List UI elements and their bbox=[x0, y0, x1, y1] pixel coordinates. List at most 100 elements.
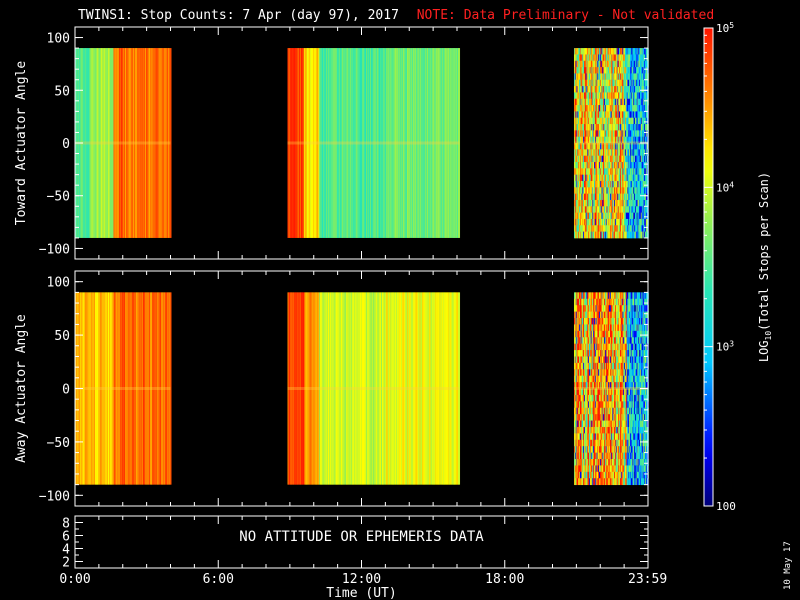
heatmap-stripe bbox=[354, 48, 356, 238]
heatmap-stripe bbox=[119, 292, 121, 485]
heatmap-cell bbox=[576, 225, 578, 232]
heatmap-cell bbox=[579, 187, 582, 195]
heatmap-cell bbox=[599, 117, 601, 125]
heatmap-cell bbox=[625, 155, 628, 163]
heatmap-cell bbox=[593, 439, 595, 447]
heatmap-cell bbox=[578, 478, 580, 486]
heatmap-cell bbox=[609, 343, 612, 351]
heatmap-stripe bbox=[407, 48, 410, 238]
heatmap-stripe bbox=[164, 292, 166, 485]
heatmap-cell bbox=[586, 426, 588, 434]
heatmap-cell bbox=[591, 337, 593, 345]
heatmap-cell bbox=[584, 48, 586, 55]
heatmap-cell bbox=[585, 149, 587, 157]
heatmap-cell bbox=[636, 124, 638, 131]
heatmap-cell bbox=[612, 465, 614, 473]
heatmap-cell bbox=[616, 54, 618, 62]
heatmap-cell bbox=[644, 136, 646, 144]
heatmap-cell bbox=[616, 231, 618, 239]
heatmap-cell bbox=[608, 155, 610, 163]
heatmap-cell bbox=[613, 382, 615, 389]
heatmap-cell bbox=[601, 394, 603, 402]
heatmap-cell bbox=[573, 155, 576, 163]
heatmap-cell bbox=[599, 155, 602, 163]
heatmap-cell bbox=[592, 168, 594, 176]
heatmap-cell bbox=[633, 199, 635, 207]
heatmap-cell bbox=[605, 60, 607, 68]
heatmap-cell bbox=[612, 426, 614, 434]
heatmap-stripe bbox=[418, 48, 420, 238]
heatmap-cell bbox=[599, 388, 602, 396]
heatmap-cell bbox=[634, 206, 636, 213]
heatmap-cell bbox=[584, 350, 586, 357]
heatmap-cell bbox=[607, 394, 609, 402]
heatmap-cell bbox=[579, 362, 581, 370]
heatmap-cell bbox=[628, 218, 630, 226]
heatmap-cell bbox=[585, 407, 587, 415]
heatmap-cell bbox=[591, 420, 593, 428]
heatmap-cell bbox=[576, 67, 578, 74]
heatmap-cell bbox=[576, 420, 578, 428]
heatmap-cell bbox=[641, 54, 643, 62]
heatmap-stripe bbox=[96, 292, 98, 485]
heatmap-cell bbox=[617, 206, 619, 213]
heatmap-stripe bbox=[381, 292, 383, 485]
heatmap-cell bbox=[594, 199, 596, 207]
heatmap-cell bbox=[594, 388, 596, 396]
heatmap-cell bbox=[610, 67, 612, 74]
heatmap-cell bbox=[638, 130, 640, 138]
heatmap-cell bbox=[606, 124, 608, 131]
heatmap-cell bbox=[582, 161, 584, 169]
heatmap-cell bbox=[577, 459, 579, 466]
heatmap-cell bbox=[625, 231, 628, 239]
heatmap-cell bbox=[605, 433, 607, 441]
heatmap-cell bbox=[598, 452, 600, 460]
heatmap-cell bbox=[592, 73, 594, 81]
heatmap-cell bbox=[576, 168, 578, 176]
heatmap-stripe bbox=[345, 48, 348, 238]
heatmap-cell bbox=[595, 180, 597, 188]
heatmap-stripe bbox=[444, 292, 446, 485]
heatmap-cell bbox=[605, 218, 607, 226]
heatmap-cell bbox=[584, 414, 586, 421]
heatmap-cell bbox=[587, 180, 589, 188]
heatmap-cell bbox=[575, 407, 577, 415]
heatmap-cell bbox=[633, 111, 635, 119]
heatmap-stripe bbox=[113, 292, 115, 485]
heatmap-cell bbox=[587, 60, 589, 68]
heatmap-cell bbox=[583, 382, 585, 389]
heatmap-cell bbox=[593, 218, 595, 226]
heatmap-cell bbox=[614, 356, 616, 364]
heatmap-cell bbox=[628, 73, 630, 81]
heatmap-cell bbox=[590, 161, 592, 169]
heatmap-cell bbox=[602, 124, 604, 131]
heatmap-stripe bbox=[437, 292, 440, 485]
heatmap-cell bbox=[622, 149, 624, 157]
heatmap-cell bbox=[599, 433, 601, 441]
heatmap-cell bbox=[589, 180, 591, 188]
heatmap-cell bbox=[585, 401, 587, 409]
heatmap-cell bbox=[614, 382, 617, 389]
heatmap-cell bbox=[606, 356, 608, 364]
heatmap-cell bbox=[587, 136, 589, 144]
heatmap-cell bbox=[589, 478, 592, 486]
heatmap-cell bbox=[600, 401, 602, 409]
heatmap-cell bbox=[645, 218, 648, 226]
heatmap-cell bbox=[635, 180, 638, 188]
heatmap-cell bbox=[583, 369, 585, 377]
heatmap-cell bbox=[597, 394, 599, 402]
heatmap-cell bbox=[616, 343, 618, 351]
heatmap-stripe bbox=[360, 292, 362, 485]
heatmap-cell bbox=[617, 73, 619, 81]
heatmap-cell bbox=[644, 111, 646, 119]
heatmap-stripe bbox=[133, 48, 135, 238]
heatmap-cell bbox=[599, 206, 601, 213]
heatmap-cell bbox=[626, 111, 628, 119]
heatmap-cell bbox=[606, 225, 608, 232]
heatmap-cell bbox=[614, 330, 616, 338]
heatmap-cell bbox=[627, 98, 629, 106]
heatmap-cell bbox=[607, 369, 609, 377]
heatmap-cell bbox=[646, 98, 648, 106]
heatmap-stripe bbox=[299, 292, 301, 485]
heatmap-cell bbox=[634, 161, 637, 169]
